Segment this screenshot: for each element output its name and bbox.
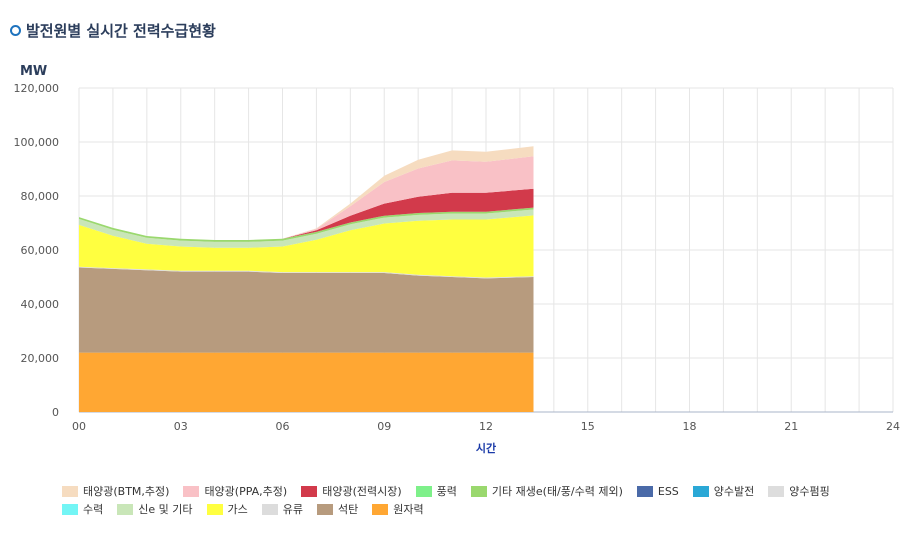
x-tick-label: 00 — [72, 420, 86, 433]
x-tick-label: 06 — [276, 420, 290, 433]
chart-legend: 태양광(BTM,추정) 태양광(PPA,추정) 태양광(전력시장) 풍력 기타 재생e(… — [62, 482, 892, 518]
legend-label: 신e 및 기타 — [138, 503, 193, 516]
x-tick-label: 21 — [784, 420, 798, 433]
legend-swatch — [301, 485, 318, 497]
area-series — [79, 207, 534, 242]
legend-swatch — [768, 485, 785, 497]
legend-swatch — [261, 503, 278, 515]
legend-label: 유류 — [282, 503, 303, 516]
legend-item[interactable]: 양수발전 — [692, 482, 755, 500]
legend-item[interactable]: 양수펌핑 — [768, 482, 830, 500]
area-series — [79, 266, 534, 279]
area-series — [79, 352, 534, 412]
legend-swatch — [636, 485, 653, 497]
legend-swatch — [470, 485, 487, 497]
y-axis-label: MW — [20, 64, 47, 79]
legend-item[interactable]: 태양광(전력시장) — [301, 482, 402, 500]
legend-item[interactable]: 원자력 — [372, 500, 424, 518]
legend-item[interactable]: 유류 — [261, 500, 303, 518]
legend-label: 수력 — [83, 503, 104, 516]
legend-label: 기타 재생e(태/풍/수력 제외) — [491, 485, 623, 498]
circle-bullet-icon — [10, 25, 21, 36]
x-axis-label: 시간 — [476, 441, 496, 455]
legend-item[interactable]: 기타 재생e(태/풍/수력 제외) — [470, 482, 623, 500]
y-tick-label: 120,000 — [14, 82, 60, 95]
legend-item[interactable]: 석탄 — [317, 500, 358, 518]
legend-swatch — [62, 485, 78, 497]
legend-item[interactable]: ESS — [636, 482, 679, 500]
y-tick-label: 0 — [52, 406, 59, 419]
legend-item[interactable]: 태양광(PPA,추정) — [183, 482, 287, 500]
legend-label: ESS — [657, 484, 679, 498]
y-tick-label: 80,000 — [21, 190, 60, 203]
area-series — [79, 156, 534, 240]
legend-swatch — [317, 503, 333, 515]
x-tick-label: 24 — [886, 420, 900, 433]
area-series — [79, 188, 534, 240]
legend-item[interactable]: 태양광(BTM,추정) — [62, 482, 169, 500]
legend-swatch — [206, 503, 223, 515]
legend-label: 태양광(PPA,추정) — [204, 485, 288, 498]
legend-label: 가스 — [227, 503, 248, 516]
chart-title: 발전원별 실시간 전력수급현황 — [26, 22, 216, 40]
legend-label: 양수발전 — [713, 485, 755, 498]
x-tick-label: 18 — [683, 420, 697, 433]
legend-swatch — [183, 485, 200, 497]
legend-swatch — [692, 485, 709, 497]
legend-label: 풍력 — [436, 485, 457, 498]
x-tick-label: 12 — [479, 420, 493, 433]
y-tick-label: 40,000 — [21, 298, 60, 311]
legend-label: 태양광(BTM,추정) — [83, 485, 170, 498]
y-tick-label: 20,000 — [21, 352, 60, 365]
chart-title-row: 발전원별 실시간 전력수급현황 — [10, 20, 216, 41]
legend-swatch — [62, 503, 78, 515]
legend-label: 양수펌핑 — [789, 485, 830, 498]
power-supply-area-chart: 0 20,000 40,000 60,000 80,000 100,000 120,000 0… — [14, 64, 900, 455]
legend-label: 석탄 — [338, 503, 359, 516]
legend-item[interactable]: 수력 — [62, 500, 103, 518]
area-series — [79, 146, 534, 240]
legend-swatch — [372, 503, 389, 515]
x-tick-label: 03 — [174, 420, 188, 433]
legend-swatch — [415, 485, 432, 497]
legend-label: 원자력 — [393, 503, 424, 516]
y-tick-label: 100,000 — [14, 136, 60, 149]
legend-item[interactable]: 가스 — [206, 500, 248, 518]
x-tick-label: 15 — [581, 420, 595, 433]
legend-label: 태양광(전력시장) — [322, 485, 402, 498]
legend-item[interactable]: 신e 및 기타 — [117, 500, 193, 518]
area-series — [79, 215, 534, 278]
legend-swatch — [117, 503, 134, 515]
y-tick-label: 60,000 — [21, 244, 60, 257]
legend-item[interactable]: 풍력 — [415, 482, 457, 500]
area-series — [79, 267, 534, 353]
x-tick-label: 09 — [377, 420, 391, 433]
area-series — [79, 209, 534, 248]
